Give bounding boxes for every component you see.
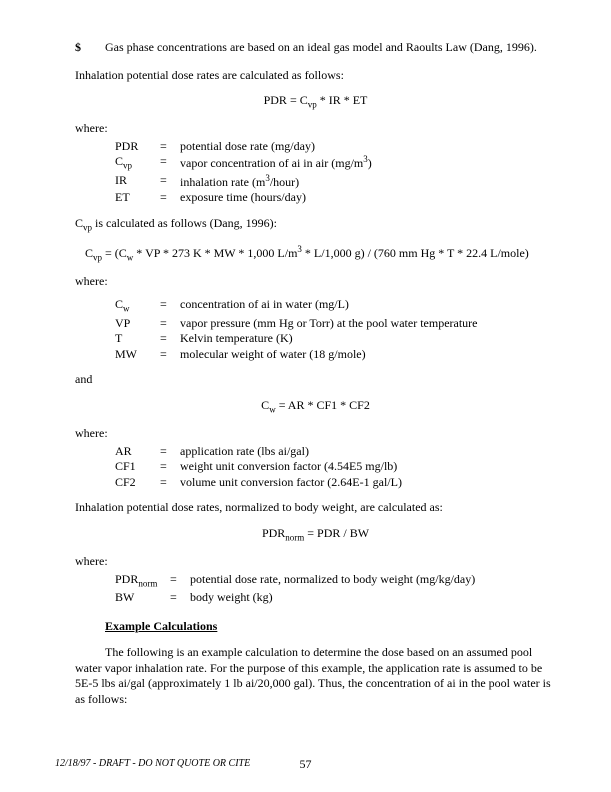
defs-1: PDR=potential dose rate (mg/day) Cvp=vap…: [115, 139, 556, 206]
equation-cw: Cw = AR * CF1 * CF2: [75, 398, 556, 416]
defs-3: AR=application rate (lbs ai/gal) CF1=wei…: [115, 444, 556, 491]
intro-3: Inhalation potential dose rates, normali…: [75, 500, 556, 516]
equation-cvp: Cvp = (Cw * VP * 273 K * MW * 1,000 L/m3…: [85, 244, 556, 264]
and-label: and: [75, 372, 556, 388]
where-3: where:: [75, 426, 556, 442]
intro-2: Cvp is calculated as follows (Dang, 1996…: [75, 216, 556, 234]
bullet-marker: $: [75, 40, 105, 56]
defs-2: Cw=concentration of ai in water (mg/L) V…: [115, 297, 556, 362]
where-1: where:: [75, 121, 556, 137]
equation-pdr: PDR = Cvp * IR * ET: [75, 93, 556, 111]
example-paragraph: The following is an example calculation …: [75, 645, 556, 707]
bullet-item: $ Gas phase concentrations are based on …: [75, 40, 556, 56]
where-2: where:: [75, 274, 556, 290]
defs-4: PDRnorm=potential dose rate, normalized …: [115, 572, 556, 606]
where-4: where:: [75, 554, 556, 570]
bullet-text: Gas phase concentrations are based on an…: [105, 40, 556, 56]
equation-pdrnorm: PDRnorm = PDR / BW: [75, 526, 556, 544]
page-footer: 12/18/97 - DRAFT - DO NOT QUOTE OR CITE …: [55, 757, 556, 770]
section-title: Example Calculations: [105, 619, 556, 635]
page-number: 57: [300, 757, 312, 773]
intro-1: Inhalation potential dose rates are calc…: [75, 68, 556, 84]
